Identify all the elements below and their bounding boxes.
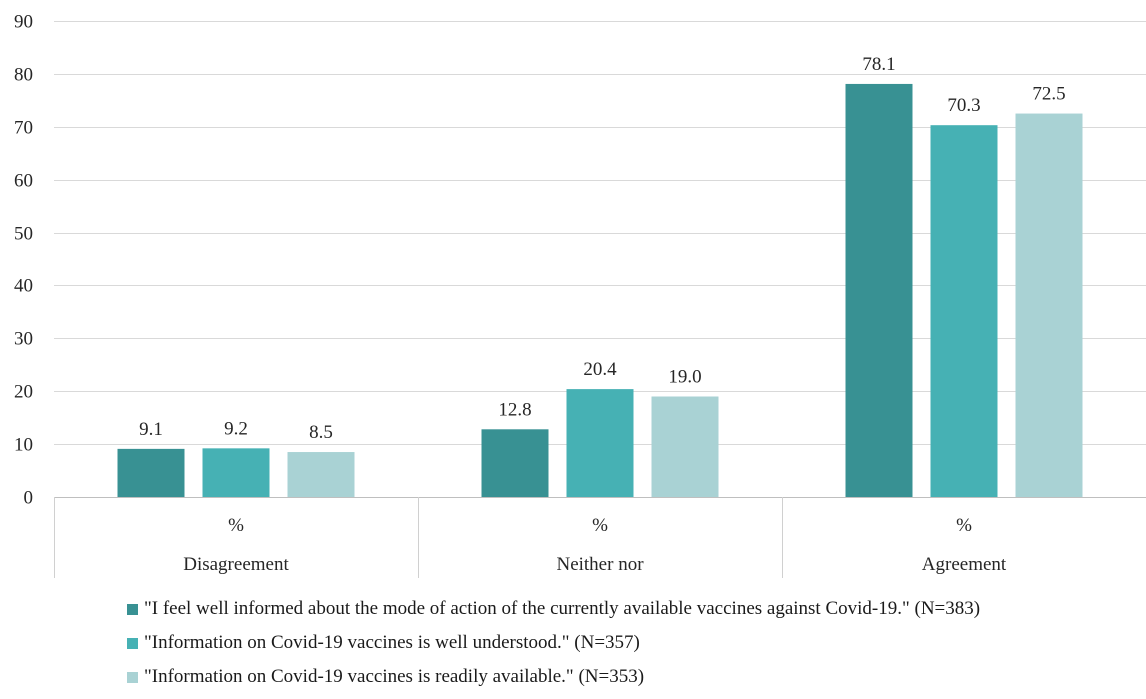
legend-swatch <box>127 637 138 649</box>
legend-swatch <box>127 603 138 615</box>
legend: "I feel well informed about the mode of … <box>127 592 1146 694</box>
legend-label: "I feel well informed about the mode of … <box>144 598 981 619</box>
y-tick-label: 80 <box>14 65 33 86</box>
legend-item: "I feel well informed about the mode of … <box>127 592 1146 626</box>
bar <box>117 448 185 497</box>
bar-chart: 0 10 20 30 40 50 60 70 80 90 9.1 12.8 78.1 9.2 20.4 70… <box>14 12 1146 578</box>
bar <box>845 83 913 497</box>
data-labels: 9.1 12.8 78.1 9.2 20.4 70.3 8.5 19.0 72.5 <box>139 54 1066 443</box>
data-label: 78.1 <box>862 54 895 75</box>
data-label: 8.5 <box>309 422 333 443</box>
y-tick-label: 30 <box>14 329 33 350</box>
data-label: 20.4 <box>583 359 617 380</box>
data-label: 19.0 <box>668 367 701 388</box>
x-axis-sublabel: % <box>956 515 972 536</box>
bars <box>117 83 1083 498</box>
legend-label: "Information on Covid-19 vaccines is wel… <box>144 632 640 653</box>
y-axis-tick-labels: 0 10 20 30 40 50 60 70 80 90 <box>14 12 33 509</box>
y-tick-label: 70 <box>14 118 33 139</box>
x-axis-sublabel: % <box>228 515 244 536</box>
bar <box>930 125 998 498</box>
data-label: 9.1 <box>139 419 163 440</box>
y-tick-label: 90 <box>14 12 33 33</box>
y-tick-label: 50 <box>14 224 33 245</box>
legend-swatch <box>127 671 138 683</box>
x-axis-sublabel: % <box>592 515 608 536</box>
x-axis-category-label: Agreement <box>922 554 1007 575</box>
data-label: 12.8 <box>498 399 531 420</box>
category-axis: % Disagreement% Neither nor% Agreement <box>54 497 1146 578</box>
gridlines <box>54 21 1146 445</box>
data-label: 72.5 <box>1032 84 1065 105</box>
bar <box>1015 113 1083 498</box>
legend-item: "Information on Covid-19 vaccines is wel… <box>127 626 1146 660</box>
y-tick-label: 10 <box>14 435 33 456</box>
x-axis-category-label: Neither nor <box>556 554 644 575</box>
y-tick-label: 60 <box>14 171 33 192</box>
x-axis-category-label: Disagreement <box>183 554 289 575</box>
legend-item: "Information on Covid-19 vaccines is rea… <box>127 660 1146 694</box>
bar <box>651 396 719 497</box>
y-tick-label: 0 <box>24 488 34 509</box>
bar <box>481 429 549 497</box>
bar <box>202 448 270 497</box>
y-tick-label: 20 <box>14 382 33 403</box>
legend-label: "Information on Covid-19 vaccines is rea… <box>144 666 645 687</box>
bar <box>566 389 634 497</box>
data-label: 9.2 <box>224 418 248 439</box>
bar <box>287 452 355 497</box>
y-tick-label: 40 <box>14 276 33 297</box>
data-label: 70.3 <box>947 95 980 116</box>
